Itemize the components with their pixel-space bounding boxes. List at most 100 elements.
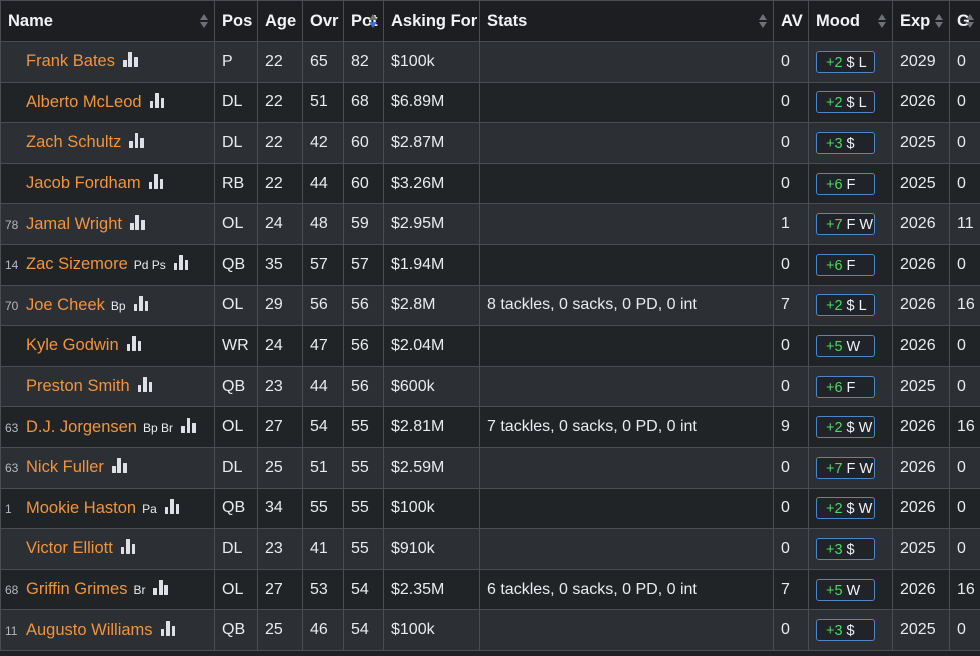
mood-traits: $ L — [846, 298, 867, 315]
player-name-link[interactable]: Zac Sizemore — [26, 255, 128, 274]
mood-value: +3 — [826, 135, 843, 152]
bar-chart-icon[interactable] — [126, 336, 142, 352]
av-cell: 0 — [773, 243, 809, 286]
bar-chart-icon[interactable] — [129, 214, 145, 230]
asking-cell: $100k — [383, 41, 480, 83]
mood-cell: +5 W — [808, 568, 893, 611]
player-name-link[interactable]: Joe Cheek — [26, 295, 105, 314]
player-name-link[interactable]: Victor Elliott — [26, 539, 113, 558]
bar-chart-icon[interactable] — [122, 52, 138, 68]
table-row: Jacob Fordham RB 22 44 60 $3.26M 0 +6 F 2025 0 — [0, 162, 980, 205]
mood-button[interactable]: +2 $ L — [816, 91, 875, 114]
mood-button[interactable]: +2 $ W — [816, 497, 875, 520]
player-name-link[interactable]: Augusto Williams — [26, 620, 153, 639]
pot-cell: 60 — [343, 162, 384, 205]
mood-cell: +2 $ W — [808, 406, 893, 448]
sort-arrows-icon — [878, 14, 886, 28]
mood-button[interactable]: +3 $ — [816, 537, 875, 560]
pos-cell: OL — [214, 406, 258, 448]
ovr-cell: 57 — [302, 243, 344, 286]
player-name-link[interactable]: Mookie Haston — [26, 498, 137, 517]
bar-chart-icon[interactable] — [129, 133, 144, 149]
pot-cell: 56 — [343, 284, 384, 327]
bar-chart-icon[interactable] — [160, 620, 176, 636]
age-cell: 24 — [257, 203, 303, 245]
stats-cell — [479, 122, 774, 164]
col-header-pos[interactable]: Pos — [214, 0, 258, 42]
mood-value: +5 — [826, 338, 843, 355]
mood-traits: F — [846, 257, 856, 274]
pot-cell: 55 — [343, 406, 384, 448]
bar-chart-icon[interactable] — [173, 255, 189, 271]
mood-button[interactable]: +5 W — [816, 334, 875, 357]
bar-chart-icon[interactable] — [148, 174, 164, 190]
exp-cell: 2026 — [892, 243, 950, 286]
col-header-av[interactable]: AV — [773, 0, 809, 42]
player-name-link[interactable]: Kyle Godwin — [26, 336, 119, 355]
mood-button[interactable]: +6 F — [816, 375, 875, 398]
mood-traits: $ — [846, 623, 855, 640]
col-header-asking-for[interactable]: Asking For — [383, 0, 480, 42]
player-name-link[interactable]: Griffin Grimes — [26, 580, 128, 599]
mood-traits: F — [846, 176, 856, 193]
bar-chart-icon[interactable] — [149, 92, 165, 108]
table-row: 14 Zac Sizemore Pd Ps QB 35 57 57 $1.94M 0 +6 F 202… — [0, 243, 980, 286]
age-cell: 35 — [257, 243, 303, 286]
mood-button[interactable]: +3 $ — [816, 619, 875, 642]
g-cell: 0 — [949, 609, 980, 651]
age-cell: 29 — [257, 284, 303, 327]
mood-button[interactable]: +7 F W — [816, 213, 875, 236]
col-header-mood[interactable]: Mood — [808, 0, 893, 42]
col-header-exp[interactable]: Exp — [892, 0, 950, 42]
mood-button[interactable]: +2 $ L — [816, 50, 875, 73]
col-header-age[interactable]: Age — [257, 0, 303, 42]
mood-button[interactable]: +5 W — [816, 578, 875, 601]
col-header-name[interactable]: Name — [0, 0, 215, 42]
av-cell: 0 — [773, 81, 809, 124]
player-name-link[interactable]: D.J. Jorgensen — [26, 417, 137, 436]
player-name-link[interactable]: Frank Bates — [26, 52, 115, 71]
pos-cell: DL — [214, 528, 258, 570]
mood-cell: +6 F — [808, 365, 893, 408]
mood-button[interactable]: +6 F — [816, 253, 875, 276]
asking-cell: $1.94M — [383, 243, 480, 286]
exp-cell: 2026 — [892, 487, 950, 530]
col-header-g[interactable]: G — [949, 0, 980, 42]
mood-button[interactable]: +6 F — [816, 172, 875, 195]
pos-cell: WR — [214, 325, 258, 367]
mood-button[interactable]: +3 $ — [816, 131, 875, 154]
col-header-stats[interactable]: Stats — [479, 0, 774, 42]
mood-button[interactable]: +7 F W — [816, 456, 875, 479]
bar-chart-icon[interactable] — [137, 377, 153, 393]
mood-button[interactable]: +2 $ L — [816, 294, 875, 317]
player-name-link[interactable]: Jamal Wright — [26, 214, 122, 233]
player-name-link[interactable]: Jacob Fordham — [26, 174, 141, 193]
av-cell: 0 — [773, 325, 809, 367]
ovr-cell: 44 — [302, 365, 344, 408]
player-name-link[interactable]: Nick Fuller — [26, 458, 104, 477]
pos-cell: OL — [214, 568, 258, 611]
bar-chart-icon[interactable] — [164, 498, 180, 514]
mood-traits: $ — [846, 135, 855, 152]
ovr-cell: 41 — [302, 528, 344, 570]
age-cell: 23 — [257, 528, 303, 570]
mood-button[interactable]: +2 $ W — [816, 416, 875, 439]
bar-chart-icon[interactable] — [153, 580, 169, 596]
mood-value: +6 — [826, 257, 843, 274]
mood-traits: $ W — [846, 420, 873, 437]
player-name-link[interactable]: Zach Schultz — [26, 133, 122, 152]
mood-traits: F — [846, 379, 856, 396]
bar-chart-icon[interactable] — [133, 295, 149, 311]
pot-cell: 59 — [343, 203, 384, 245]
player-name-link[interactable]: Preston Smith — [26, 377, 130, 396]
col-header-ovr[interactable]: Ovr — [302, 0, 344, 42]
bar-chart-icon[interactable] — [181, 417, 196, 433]
bar-chart-icon[interactable] — [111, 458, 127, 474]
player-name-link[interactable]: Alberto McLeod — [26, 92, 142, 111]
g-cell: 0 — [949, 243, 980, 286]
col-header-pot[interactable]: Pot — [343, 0, 384, 42]
bar-chart-icon[interactable] — [120, 539, 136, 555]
stats-cell — [479, 528, 774, 570]
mood-value: +7 — [826, 217, 843, 234]
player-name-cell: Frank Bates — [0, 41, 215, 83]
